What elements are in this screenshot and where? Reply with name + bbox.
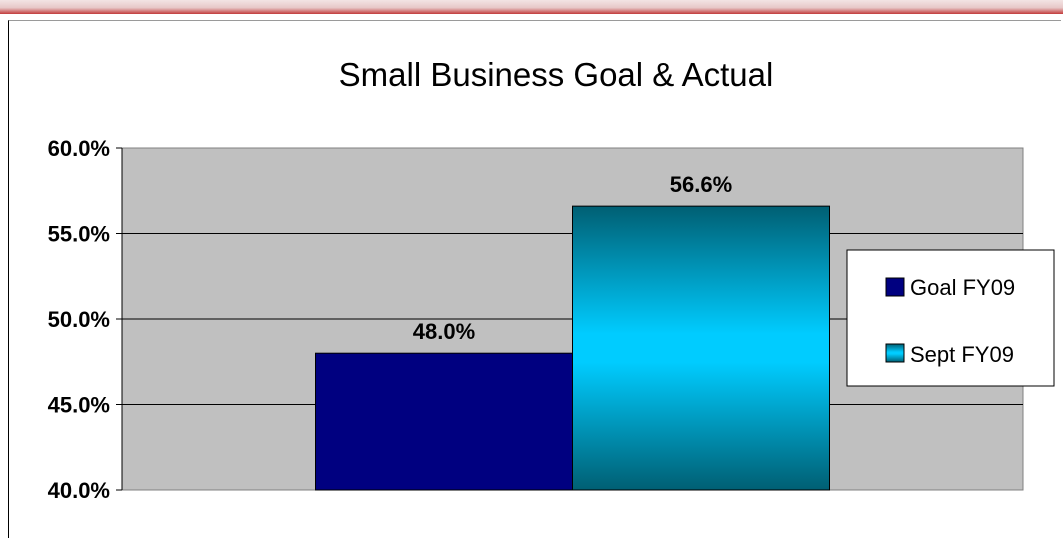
legend-label-sept: Sept FY09 <box>910 342 1014 367</box>
y-tick-label: 40.0% <box>48 478 110 503</box>
bar-goal-fy09 <box>315 352 573 491</box>
y-tick-label: 45.0% <box>48 393 110 418</box>
legend-swatch-sept <box>885 343 905 363</box>
y-tick-label: 50.0% <box>48 307 110 332</box>
bar-sept-fy09 <box>572 205 830 491</box>
legend-swatch-goal <box>885 277 905 297</box>
data-label-goal-fy09: 48.0% <box>413 319 475 344</box>
legend: Goal FY09 Sept FY09 <box>846 249 1055 387</box>
chart-title: Small Business Goal & Actual <box>339 56 774 93</box>
y-tick-label: 55.0% <box>48 222 110 247</box>
bars <box>315 205 830 491</box>
data-labels: 48.0% 56.6% <box>413 172 732 344</box>
top-accent-bar <box>0 0 1063 14</box>
legend-label-goal: Goal FY09 <box>910 275 1015 300</box>
y-axis: 40.0% 45.0% 50.0% 55.0% 60.0% <box>48 136 123 503</box>
data-label-sept-fy09: 56.6% <box>670 172 732 197</box>
slide-frame <box>8 20 1061 538</box>
y-tick-label: 60.0% <box>48 136 110 161</box>
legend-box <box>846 249 1055 387</box>
